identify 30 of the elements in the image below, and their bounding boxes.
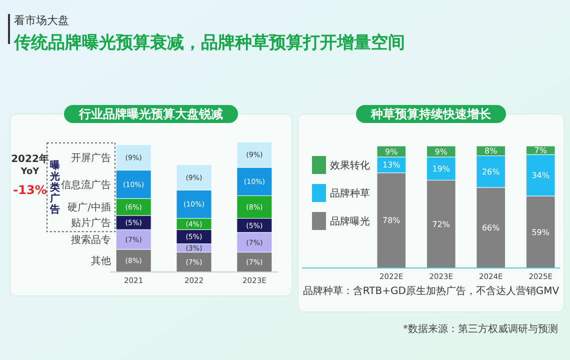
chart-title: 种草预算持续快速增长 bbox=[370, 107, 492, 122]
series-label: 贴片广告 bbox=[71, 217, 112, 230]
text: 传统品牌曝光预算衰减，品牌种草预算打开增量空间 bbox=[13, 33, 405, 53]
legend-label: 品牌种草 bbox=[330, 188, 370, 200]
series-label: 信息流广告 bbox=[61, 178, 112, 191]
text: -13% bbox=[13, 183, 47, 197]
data-label: 78% bbox=[382, 216, 401, 226]
text: 品牌种草：含RTB+GD原生加热广告，不含达人营销GMV bbox=[302, 285, 560, 297]
text: 看市场大盘 bbox=[14, 14, 69, 27]
series-label: 开屏广告 bbox=[71, 152, 112, 164]
legend-label: 品牌曝光 bbox=[330, 216, 370, 228]
series-label: 硬广/中插 bbox=[68, 202, 112, 214]
data-label: 66% bbox=[482, 224, 500, 233]
data-label: 9% bbox=[385, 147, 398, 156]
data-label: 19% bbox=[432, 164, 450, 174]
data-label: 26% bbox=[482, 167, 500, 176]
text: *数据来源：第三方权威调研与预测 bbox=[403, 323, 558, 335]
legend-label: 效果转化 bbox=[330, 160, 370, 172]
data-label: 34% bbox=[532, 171, 550, 180]
series-label: 其他 bbox=[91, 255, 112, 268]
data-label: 59% bbox=[532, 228, 550, 237]
series-label: 搜索品专 bbox=[71, 234, 112, 246]
text: 曝光类广告 bbox=[49, 160, 60, 216]
data-label: 13% bbox=[382, 160, 401, 170]
data-label: 7% bbox=[534, 146, 548, 156]
data-label: 9% bbox=[434, 147, 448, 156]
data-label: 72% bbox=[432, 220, 450, 229]
text: YoY bbox=[20, 167, 40, 177]
data-label: 8% bbox=[484, 146, 498, 156]
chart-title: 行业品牌曝光预算大盘锐减 bbox=[78, 107, 223, 122]
